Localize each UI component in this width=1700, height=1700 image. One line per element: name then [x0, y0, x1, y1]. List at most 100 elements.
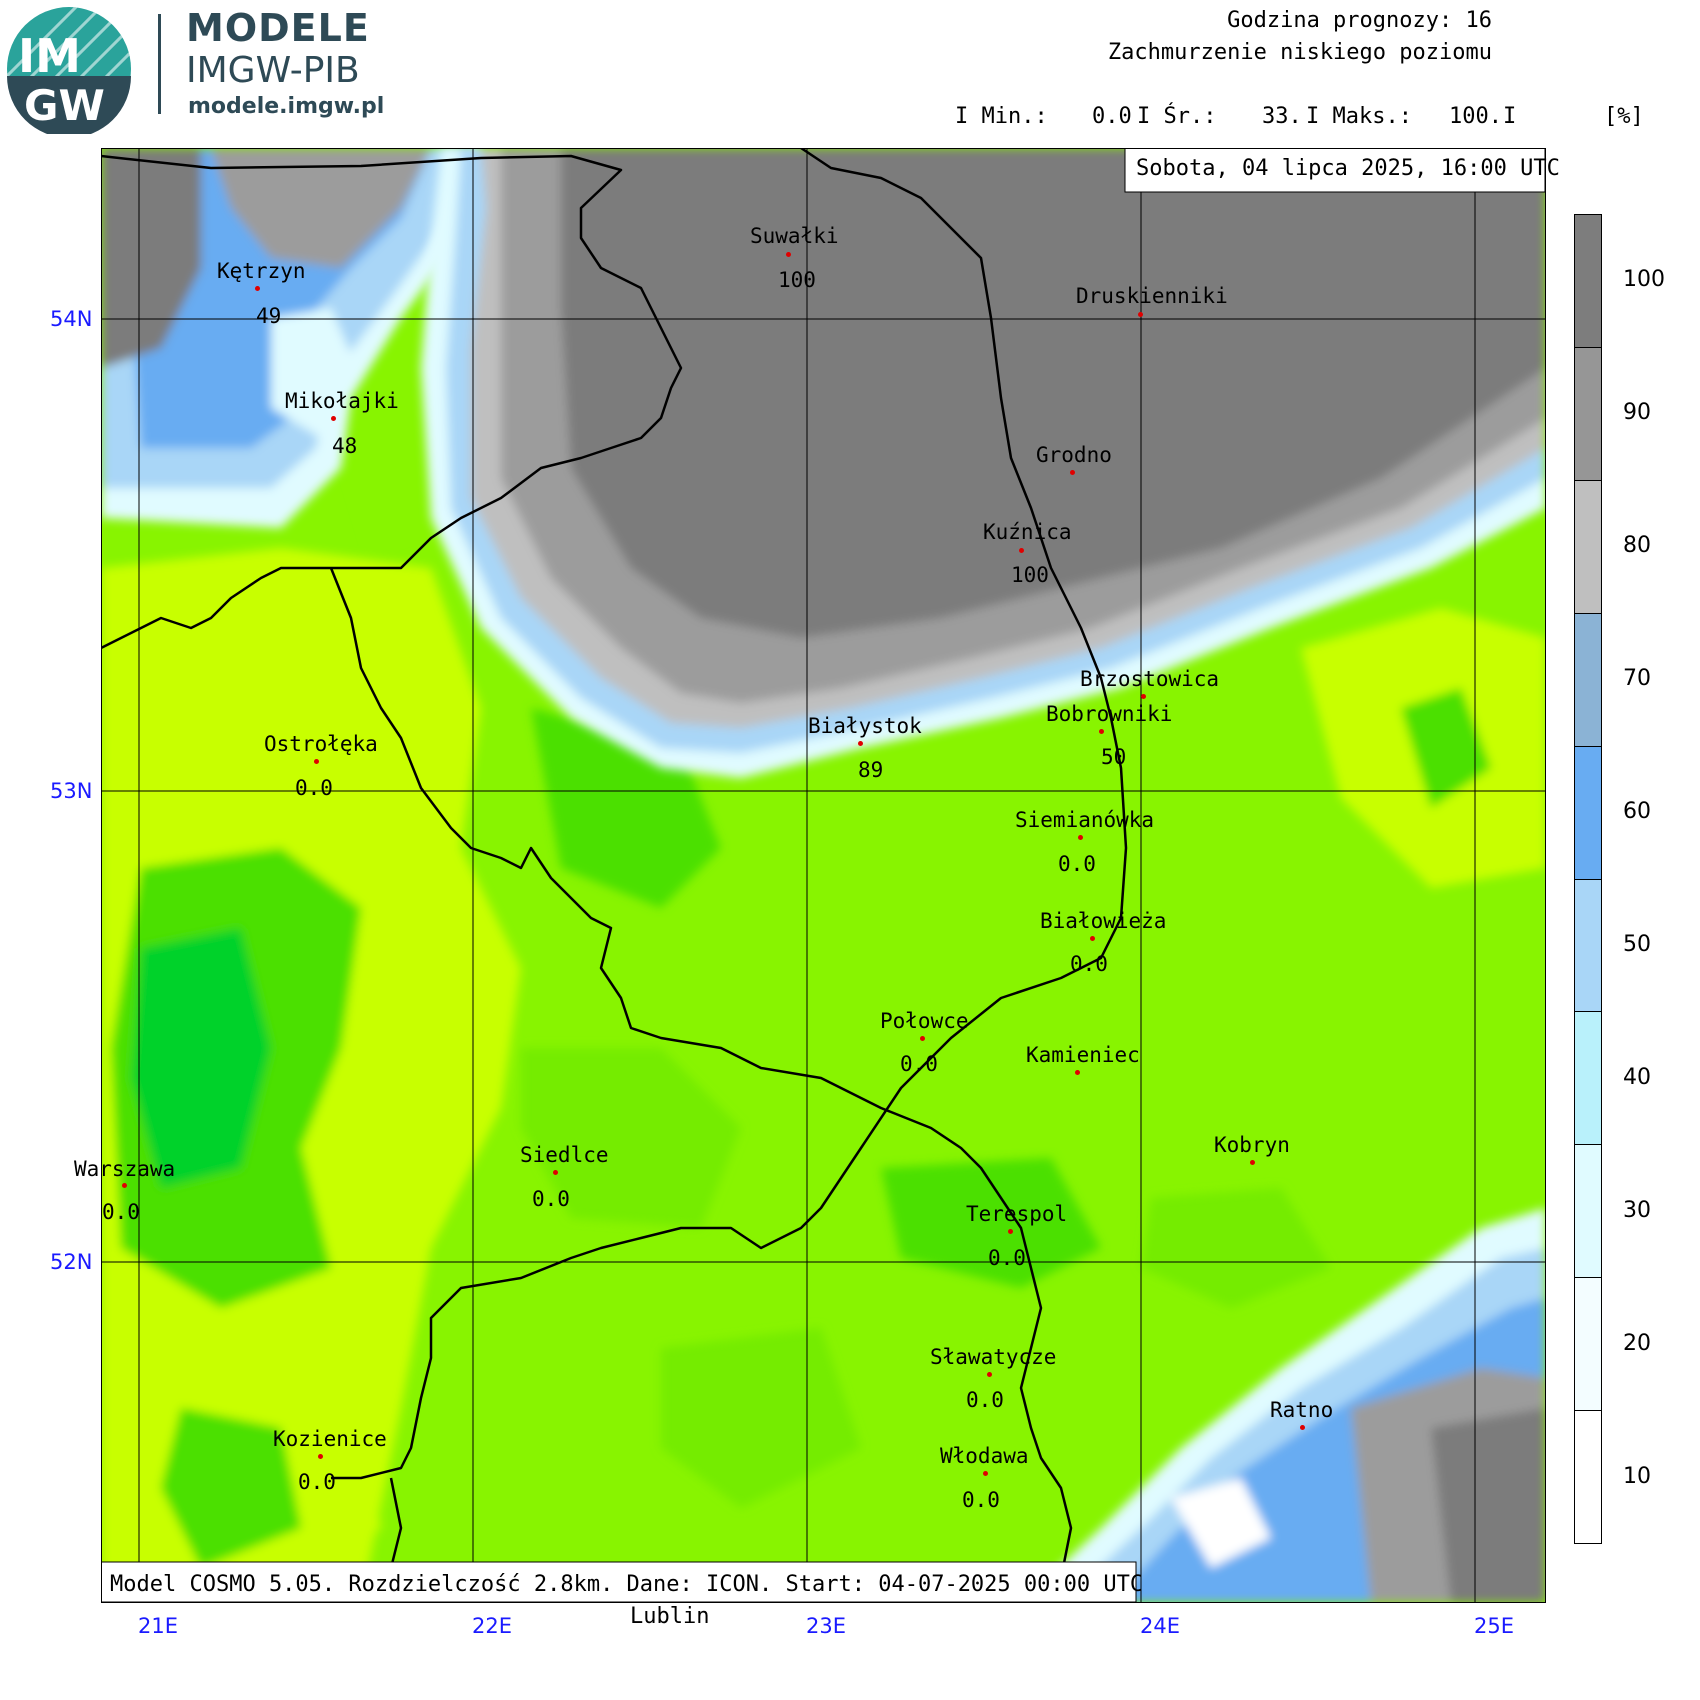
- city-label-ketrzyn: Kętrzyn: [217, 259, 306, 283]
- svg-text:IM: IM: [18, 29, 81, 83]
- logo-subtitle: IMGW-PIB: [186, 50, 360, 91]
- city-marker: [1300, 1425, 1305, 1430]
- lon-label-22e: 22E: [472, 1614, 512, 1638]
- colorbar-tick-label: 50: [1623, 931, 1651, 957]
- logo-url[interactable]: modele.imgw.pl: [188, 94, 385, 119]
- logo-divider: [158, 14, 161, 114]
- clear-sky-patches: [101, 268, 1546, 1603]
- city-label-wlodawa: Włodawa: [940, 1444, 1029, 1468]
- country-borders: [100, 146, 1128, 1604]
- max-value: 100.: [1449, 104, 1502, 129]
- city-marker: [553, 1170, 558, 1175]
- colorbar-tick-label: 20: [1623, 1330, 1651, 1356]
- city-label-bialowieza: Białowieża: [1040, 909, 1167, 933]
- colorbar-tick-label: 10: [1623, 1463, 1651, 1489]
- variable-name: Zachmurzenie niskiego poziomu: [1107, 40, 1492, 65]
- colorbar-tick-label: 40: [1623, 1064, 1651, 1090]
- city-marker: [1090, 936, 1095, 941]
- cloud-region-northwest: [101, 148, 481, 528]
- colorbar-tick-label: 80: [1623, 532, 1651, 558]
- city-label-kuznica: Kuźnica: [983, 520, 1072, 544]
- city-marker: [1138, 312, 1143, 317]
- model-box-bg: [100, 1561, 1137, 1603]
- city-marker: [786, 252, 791, 257]
- city-label-siemianowka: Siemianówka: [1015, 808, 1155, 832]
- city-marker: [314, 759, 319, 764]
- city-marker: [1078, 835, 1083, 840]
- forecast-hour: Godzina prognozy: 16: [1227, 8, 1492, 33]
- colorbar-tick-label: 60: [1623, 798, 1651, 824]
- city-label-siedlce: Siedlce: [520, 1143, 609, 1167]
- avg-label: I Śr.:: [1137, 104, 1217, 129]
- min-label: I Min.:: [955, 104, 1048, 129]
- city-marker: [318, 1454, 323, 1459]
- city-label-polowce: Połowce: [880, 1009, 969, 1033]
- city-value-terespol: 0.0: [988, 1246, 1026, 1270]
- city-value-warszawa: 0.0: [102, 1200, 140, 1224]
- city-marker: [987, 1372, 992, 1377]
- city-label-slawatycze: Sławatycze: [930, 1345, 1057, 1369]
- colorbar-tick-label: 70: [1623, 665, 1651, 691]
- city-marker: [983, 1471, 988, 1476]
- city-label-ratno: Ratno: [1270, 1398, 1334, 1422]
- forecast-map: [100, 146, 1546, 1604]
- city-value-bialowieza: 0.0: [1070, 952, 1108, 976]
- city-label-mikolajki: Mikołajki: [285, 389, 399, 413]
- city-marker: [1250, 1160, 1255, 1165]
- colorbar-step: [1575, 1012, 1601, 1146]
- lat-label-53n: 53N: [50, 779, 93, 803]
- colorbar: [1574, 214, 1602, 1544]
- city-value-bobrowniki: 50: [1101, 745, 1127, 769]
- city-marker: [1070, 470, 1075, 475]
- city-marker: [1008, 1229, 1013, 1234]
- city-value-wlodawa: 0.0: [962, 1488, 1000, 1512]
- city-label-terespol: Terespol: [966, 1202, 1068, 1226]
- city-value-bialystok: 89: [858, 758, 884, 782]
- city-marker: [331, 416, 336, 421]
- colorbar-tick-label: 30: [1623, 1197, 1651, 1223]
- city-value-siemianowka: 0.0: [1058, 852, 1096, 876]
- city-value-suwalki: 100: [778, 268, 816, 292]
- city-marker: [1075, 1070, 1080, 1075]
- lon-label-25e: 25E: [1474, 1614, 1514, 1638]
- avg-value: 33.: [1262, 104, 1302, 129]
- colorbar-step: [1575, 746, 1601, 880]
- city-label-suwalki: Suwałki: [750, 224, 839, 248]
- colorbar-step: [1575, 1278, 1601, 1412]
- city-value-mikolajki: 48: [332, 434, 358, 458]
- city-marker: [1099, 729, 1104, 734]
- city-value-polowce: 0.0: [900, 1052, 938, 1076]
- city-marker: [1141, 694, 1146, 699]
- unit-label: [%]: [1604, 104, 1644, 129]
- cloud-region-southeast: [1021, 1208, 1546, 1603]
- model-info: Model COSMO 5.05. Rozdzielczość 2.8km. D…: [110, 1572, 1144, 1597]
- lon-label-23e: 23E: [806, 1614, 846, 1638]
- city-label-kozienice: Kozienice: [273, 1427, 387, 1451]
- lat-label-52n: 52N: [50, 1250, 93, 1274]
- city-label-warszawa: Warszawa: [74, 1157, 176, 1181]
- imgw-logo: IM GW: [4, 4, 134, 138]
- map-frame: [101, 148, 1546, 1603]
- city-label-bialystok: Białystok: [808, 714, 922, 738]
- city-value-siedlce: 0.0: [532, 1187, 570, 1211]
- city-marker: [858, 741, 863, 746]
- colorbar-step: [1575, 1411, 1601, 1544]
- stats-separator: I: [1503, 104, 1517, 129]
- colorbar-step: [1575, 1145, 1601, 1279]
- city-label-bobrowniki: Bobrowniki: [1046, 702, 1173, 726]
- imgw-badge-icon: IM GW: [7, 7, 131, 138]
- max-label: I Maks.:: [1306, 104, 1412, 129]
- colorbar-steps: [1575, 215, 1601, 1544]
- city-label-ostroleka: Ostrołęka: [264, 732, 378, 756]
- colorbar-step: [1575, 347, 1601, 481]
- svg-text:GW: GW: [24, 81, 105, 130]
- city-label-kamieniec: Kamieniec: [1026, 1043, 1140, 1067]
- city-value-ostroleka: 0.0: [295, 776, 333, 800]
- colorbar-step: [1575, 480, 1601, 614]
- city-value-kozienice: 0.0: [298, 1470, 336, 1494]
- logo-title: MODELE: [186, 6, 370, 50]
- lat-label-54n: 54N: [50, 307, 93, 331]
- valid-time: Sobota, 04 lipca 2025, 16:00 UTC: [1136, 156, 1560, 181]
- colorbar-step: [1575, 879, 1601, 1013]
- city-marker: [122, 1183, 127, 1188]
